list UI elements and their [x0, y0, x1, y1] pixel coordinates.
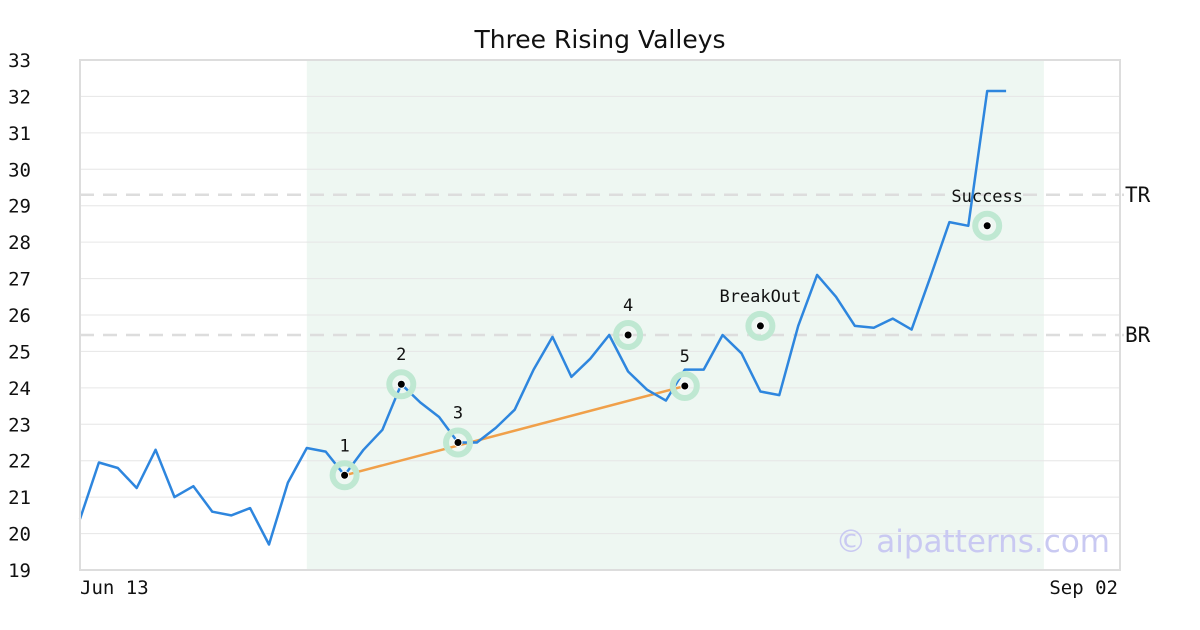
- point-label: 4: [623, 296, 633, 316]
- y-tick-label: 21: [8, 487, 31, 509]
- x-tick-label: Sep 02: [1049, 577, 1118, 599]
- point-marker-ring: [443, 427, 473, 458]
- x-tick-label: Jun 13: [80, 577, 149, 599]
- y-tick-label: 23: [8, 414, 31, 436]
- point-marker-ring: [745, 310, 776, 341]
- point-marker-ring: [386, 369, 417, 400]
- y-tick-label: 28: [8, 232, 31, 254]
- y-tick-label: 31: [8, 123, 31, 145]
- grid-layer: [80, 59, 1120, 571]
- y-tick-label: 26: [8, 305, 31, 327]
- point-marker: [341, 471, 349, 479]
- y-tick-label: 33: [8, 50, 31, 72]
- series-line: [78, 89, 1007, 546]
- y-tick-label: 25: [8, 341, 31, 363]
- point-marker: [756, 322, 764, 330]
- y-tick-label: 29: [8, 196, 31, 218]
- point-marker: [624, 331, 632, 339]
- point-marker: [681, 382, 689, 390]
- point-marker: [454, 439, 462, 446]
- point-marker-ring: [669, 371, 700, 402]
- point-marker-ring: [972, 210, 1003, 241]
- watermark: © aipatterns.com: [835, 524, 1110, 560]
- level-lines-layer: TR BR: [80, 183, 1151, 347]
- point-marker: [397, 380, 405, 388]
- y-tick-label: 19: [8, 560, 31, 582]
- chart-title: Three Rising Valleys: [473, 25, 725, 54]
- y-tick-label: 24: [8, 378, 31, 400]
- y-tick-label: 30: [8, 159, 31, 181]
- y-tick-label: 22: [8, 451, 31, 473]
- y-tick-label: 20: [8, 524, 31, 546]
- plot-frame: [79, 59, 1121, 571]
- point-label: Success: [951, 187, 1023, 207]
- point-label: BreakOut: [719, 287, 801, 307]
- level-label: TR: [1125, 183, 1151, 207]
- points-layer: 1 2 3 4 5 BreakOut Success: [329, 187, 1023, 491]
- point-marker: [983, 222, 991, 230]
- point-label: 2: [396, 345, 406, 365]
- trendline-layer: [343, 384, 687, 477]
- point-label: 5: [680, 347, 690, 367]
- y-tick-label: 27: [8, 269, 31, 291]
- series-layer: [78, 89, 1007, 546]
- point-label: 1: [339, 436, 349, 456]
- point-marker-ring: [613, 320, 644, 351]
- y-tick-label: 32: [8, 86, 31, 108]
- trendline: [343, 384, 687, 477]
- point-label: 3: [453, 404, 463, 424]
- point-marker-ring: [329, 460, 360, 491]
- level-label: BR: [1125, 323, 1151, 347]
